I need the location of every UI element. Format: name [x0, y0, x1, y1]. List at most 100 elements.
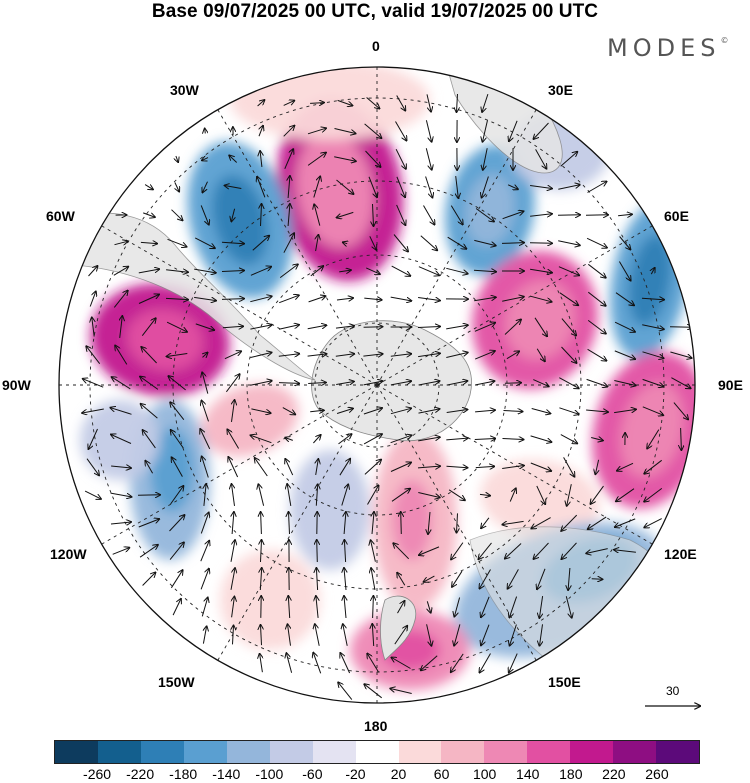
wind-vector — [194, 237, 215, 248]
wind-vector — [508, 569, 519, 588]
wind-vector — [560, 434, 577, 444]
wind-vector — [670, 351, 691, 358]
wind-vector — [671, 377, 690, 389]
wind-vector — [255, 458, 268, 477]
wind-vector — [200, 541, 209, 562]
wind-vector — [364, 684, 383, 699]
colorbar-swatch — [441, 741, 485, 763]
colorbar-swatch — [355, 741, 399, 763]
wind-vector — [288, 596, 289, 619]
wind-vector — [82, 408, 104, 413]
wind-vector — [251, 408, 270, 413]
wind-vector — [534, 317, 547, 336]
wind-vector — [457, 513, 458, 532]
wind-vector — [250, 381, 271, 386]
wind-vector — [202, 158, 209, 161]
wind-vector — [176, 155, 178, 162]
colorbar-swatch — [613, 741, 657, 763]
wind-vector — [560, 152, 578, 167]
colorbar-swatch — [55, 741, 98, 763]
wind-vector — [474, 297, 496, 302]
wind-vector — [558, 185, 579, 190]
wind-vector — [418, 353, 440, 358]
wind-vector — [202, 401, 209, 422]
wind-vector — [221, 299, 244, 300]
wind-vector — [365, 150, 381, 167]
wind-vector — [200, 429, 211, 450]
wind-vector — [172, 457, 183, 477]
wind-vector — [539, 596, 544, 618]
wind-vector — [141, 318, 155, 337]
wind-vector — [313, 653, 322, 674]
wind-vector — [591, 438, 603, 441]
wind-vector — [591, 485, 604, 504]
wind-vector — [396, 176, 405, 197]
wind-vector — [227, 430, 240, 449]
wind-vector — [372, 624, 373, 647]
wind-vector — [425, 148, 431, 169]
wind-vector — [641, 298, 664, 299]
wind-vector — [502, 466, 524, 469]
lon-label-60e: 60E — [664, 208, 689, 224]
colorbar-tick-label: 260 — [645, 766, 669, 782]
wind-vector — [166, 321, 187, 332]
wind-vector — [228, 457, 239, 478]
map-boundary — [58, 66, 696, 704]
wind-vector — [530, 295, 551, 302]
wind-vector — [420, 235, 437, 251]
wind-vector — [366, 97, 380, 109]
wind-vector — [562, 542, 577, 559]
wind-vector — [480, 569, 491, 589]
wind-vector — [530, 186, 552, 189]
wind-vector — [340, 653, 351, 674]
colorbar-tick-label: 220 — [602, 766, 626, 782]
wind-vector — [203, 181, 208, 193]
wind-vector — [336, 409, 353, 414]
colorbar-tick-label: -220 — [126, 766, 155, 782]
wind-vector — [418, 381, 440, 386]
wind-vector — [111, 435, 132, 444]
wind-vector — [418, 437, 440, 442]
wind-vector — [502, 521, 524, 524]
wind-vector — [232, 400, 235, 422]
wind-vector — [474, 323, 495, 332]
wind-vector — [194, 296, 216, 300]
negative-anomaly — [80, 400, 160, 480]
wind-vector — [390, 689, 412, 694]
wind-vector — [195, 323, 214, 330]
wind-vector — [139, 545, 158, 558]
wind-vector — [530, 214, 552, 216]
wind-vector — [344, 596, 346, 619]
wind-vector — [278, 325, 299, 330]
wind-vector — [282, 407, 295, 415]
wind-vector — [143, 430, 156, 449]
wind-vector — [285, 459, 294, 476]
wind-vector — [395, 121, 407, 141]
wind-vector — [287, 484, 292, 506]
wind-vector — [618, 261, 630, 281]
wind-vector — [225, 186, 242, 189]
colorbar-tick-label: 140 — [516, 766, 540, 782]
colorbar-tick-label: 180 — [559, 766, 583, 782]
lon-label-30e: 30E — [548, 82, 573, 98]
wind-vector — [454, 597, 461, 617]
wind-vector — [343, 242, 347, 243]
wind-vector — [450, 205, 462, 225]
wind-vector — [501, 243, 524, 244]
wind-vector — [257, 177, 266, 198]
wind-vector — [145, 461, 154, 474]
wind-vector — [224, 351, 241, 360]
wind-vector — [505, 543, 522, 559]
wind-vector — [260, 654, 263, 673]
wind-vector — [339, 270, 351, 272]
wind-vector — [446, 267, 467, 273]
wind-vector — [418, 298, 440, 301]
wind-vector — [250, 296, 271, 303]
wind-vector — [251, 435, 272, 444]
wind-vector — [507, 184, 518, 189]
wind-vector — [372, 512, 374, 535]
wind-vector — [561, 318, 576, 336]
wind-vector — [200, 205, 209, 224]
wind-vector — [481, 517, 490, 528]
wind-vector — [110, 522, 131, 524]
